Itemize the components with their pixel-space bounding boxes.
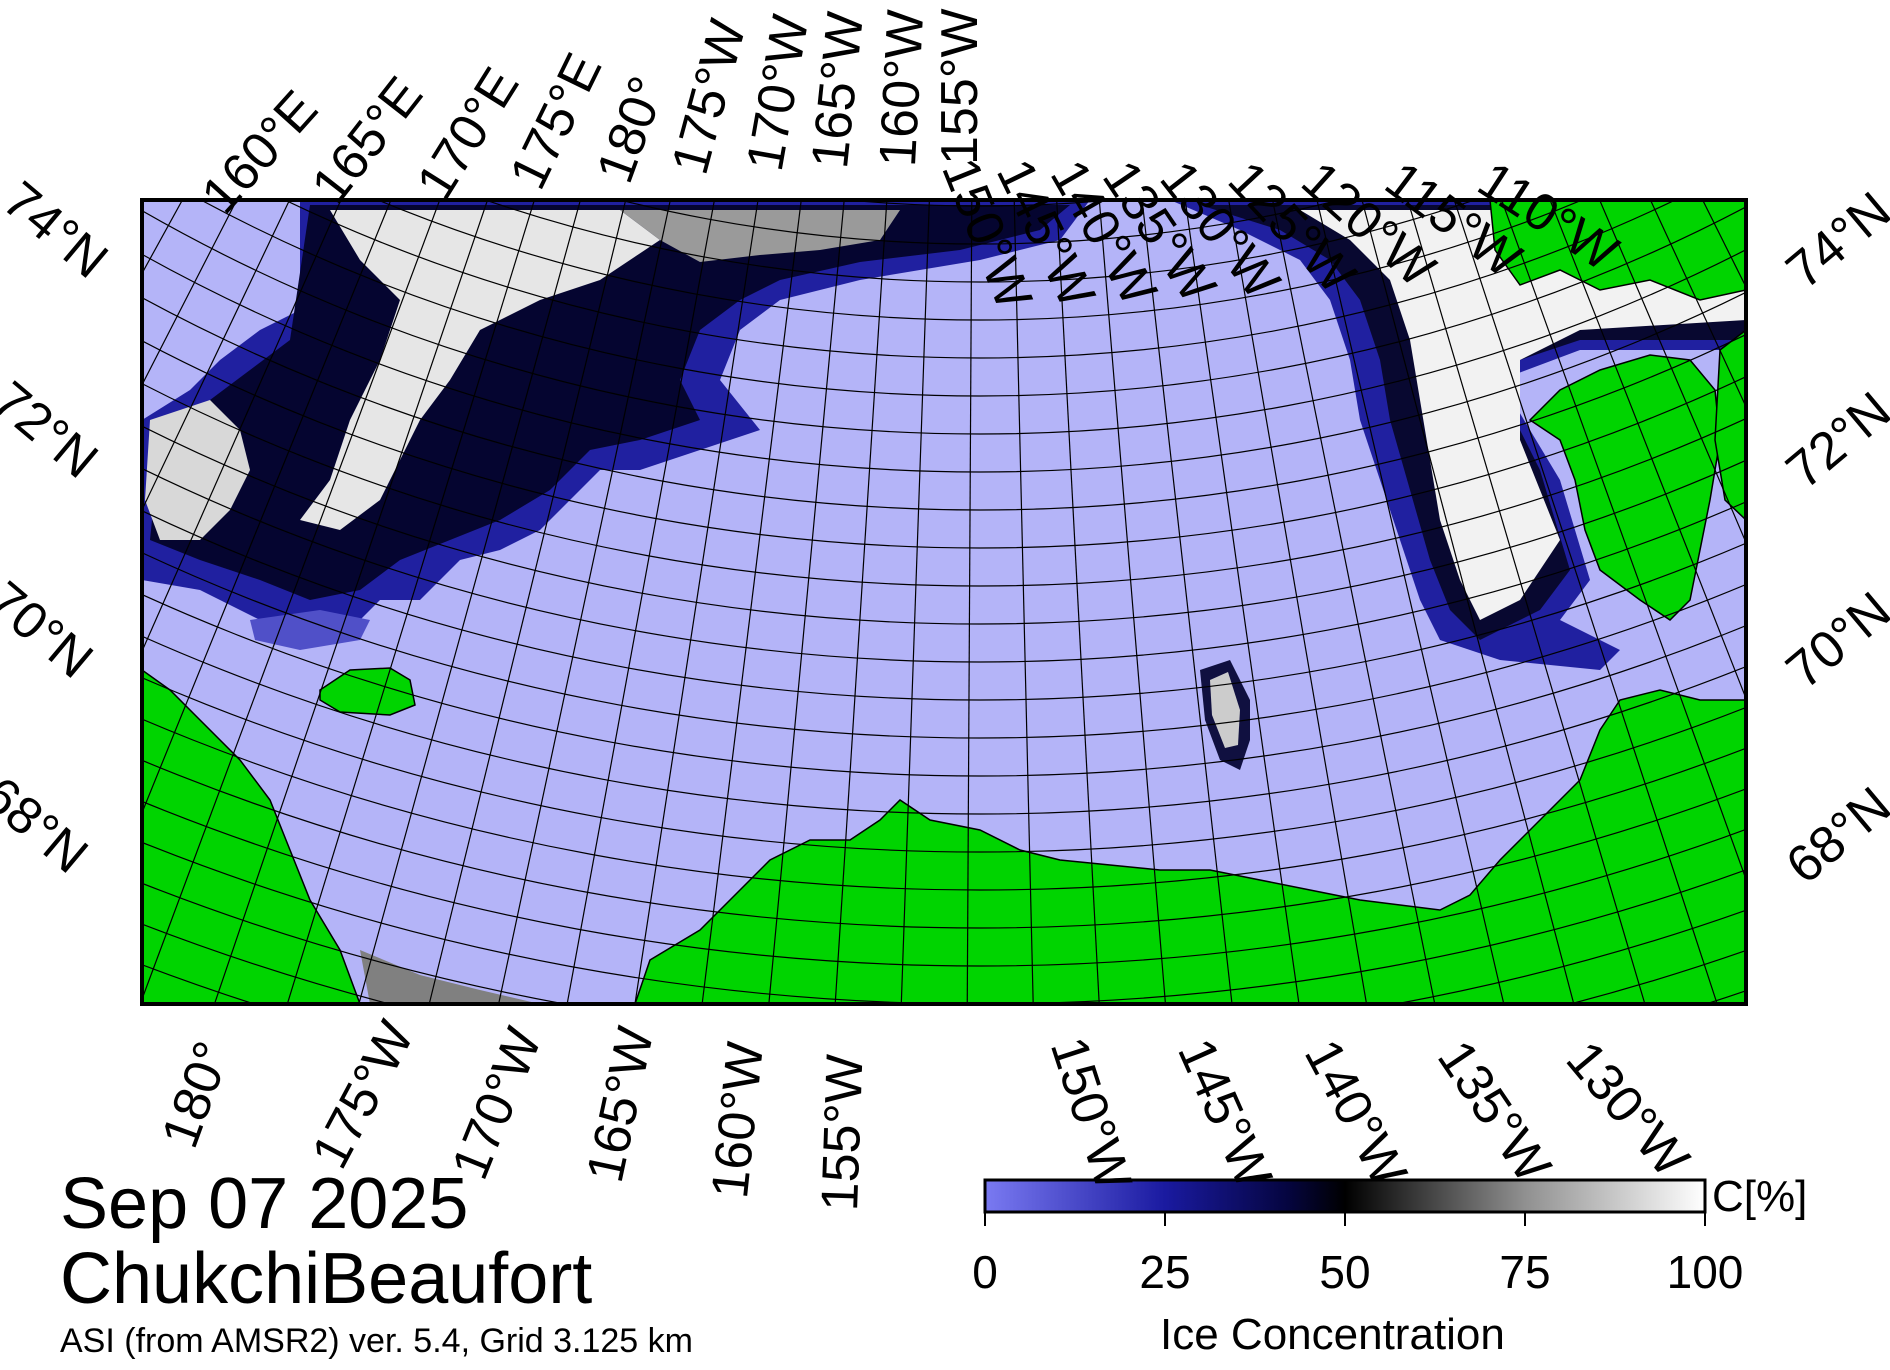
parallel-line [377, 200, 1583, 321]
meridian-line [428, 200, 627, 1004]
no-data-area [360, 950, 540, 1004]
parallel-line [619, 200, 1341, 245]
ice-floe-mid-white [1210, 672, 1240, 748]
parallel-line [845, 200, 1115, 207]
meridian-line [0, 0, 79, 624]
parallel-line [284, 200, 1676, 359]
colorbar-tick-label: 100 [1666, 1246, 1744, 1298]
meridian-line [900, 200, 930, 1004]
meridian-line [634, 200, 759, 1004]
meridian-line [213, 200, 489, 1004]
meridian-line [768, 200, 845, 1004]
parallel-line [142, 296, 1746, 511]
colorbar-title: Ice Concentration [1160, 1310, 1505, 1359]
colorbar-tick-label: 0 [972, 1246, 998, 1298]
ice-field-west-grey [620, 210, 900, 262]
meridian-line [1141, 200, 1233, 1004]
region-name: ChukchiBeaufort [60, 1239, 593, 1319]
meridian-line [0, 0, 52, 570]
meridian-line [1316, 200, 1505, 1004]
ice-field-west-black [150, 205, 1070, 600]
source-info: ASI (from AMSR2) ver. 5.4, Grid 3.125 km [60, 1322, 693, 1360]
colorbar-tick-label: 25 [1139, 1246, 1191, 1298]
meridian-line [142, 200, 342, 653]
map-date: Sep 07 2025 [60, 1164, 469, 1244]
colorbar-unit: C[%] [1712, 1172, 1808, 1221]
ice-field-west-white [300, 210, 660, 530]
meridian-line [701, 200, 802, 1004]
meridian-line [566, 200, 716, 1004]
meridian-line [1056, 200, 1100, 1004]
parallel-line [142, 339, 1746, 549]
meridian-line [498, 200, 671, 1004]
meridian-line [1271, 200, 1436, 1004]
meridian-line [966, 200, 973, 1004]
top-longitude-label: 155°W [931, 8, 989, 165]
meridian-line [1228, 200, 1368, 1004]
meridian-line [1501, 200, 1746, 881]
parallel-line [200, 200, 1746, 397]
meridian-line [286, 200, 536, 1004]
parallel-line [484, 200, 1476, 283]
parallel-line [142, 509, 1746, 701]
meridian-line [1549, 200, 1746, 700]
meridian-line [1871, 0, 1890, 644]
meridian-line [1184, 200, 1300, 1004]
meridian-line [142, 200, 392, 815]
meridian-line [1098, 200, 1167, 1004]
meridian-line [834, 200, 888, 1004]
colorbar [983, 1178, 1707, 1214]
meridian-line [1407, 200, 1646, 1004]
map-frame [140, 198, 1748, 1006]
parallel-line [142, 467, 1746, 663]
meridian-line [358, 200, 582, 1004]
colorbar-tick-label: 50 [1319, 1246, 1371, 1298]
meridian-line [1453, 200, 1718, 1004]
ice-field-east-white [1300, 210, 1746, 620]
meridian-line [1361, 200, 1575, 1004]
colorbar-tick-label: 75 [1499, 1246, 1551, 1298]
land-wrangel-island [319, 667, 416, 716]
land-alaska [634, 689, 1746, 1004]
land-arctic-islands-ne [1489, 200, 1746, 301]
parallel-line [142, 382, 1746, 587]
parallel-line [142, 209, 1746, 435]
parallel-line [142, 253, 1746, 473]
ice-floe-offshore [250, 610, 370, 650]
meridian-line [1013, 200, 1034, 1004]
parallel-line [142, 551, 1746, 739]
bottom-longitude-label: 155°W [810, 1053, 875, 1213]
land-chukotka [142, 669, 361, 1004]
ice-field-west-white-2 [145, 400, 250, 540]
top-longitude-label: 160°W [868, 8, 936, 169]
land-banks-island [1528, 354, 1721, 621]
meridian-line [142, 200, 441, 1001]
parallel-line [142, 425, 1746, 625]
